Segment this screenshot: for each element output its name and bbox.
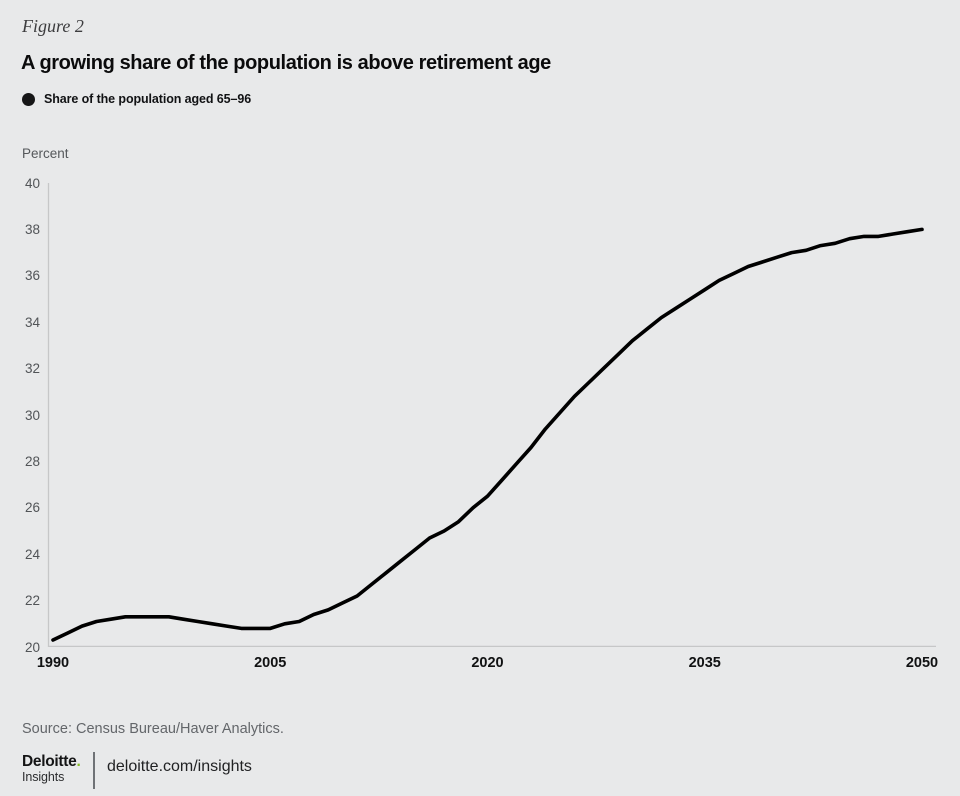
population-share-line [51,227,924,642]
x-tick-label: 2005 [254,655,287,671]
y-tick-label: 36 [24,268,40,284]
y-tick-label: 30 [24,407,40,423]
chart-title: A growing share of the population is abo… [21,52,551,74]
source-note: Source: Census Bureau/Haver Analytics. [22,721,284,737]
deloitte-insights-label: Insights [22,769,65,784]
legend-label: Share of the population aged 65–96 [44,92,252,106]
y-tick-label: 34 [24,314,40,330]
deloitte-wordmark: Deloitte. [22,753,81,770]
footer-url: deloitte.com/insights [106,757,252,775]
legend: Share of the population aged 65–96 [22,92,251,106]
y-tick-label: 38 [24,221,40,237]
x-tick-label: 2035 [688,655,721,671]
legend-dot-icon [22,92,35,106]
footer-divider [93,752,95,789]
y-tick-label: 22 [24,593,40,609]
y-tick-label: 32 [24,361,40,377]
deloitte-logo: Deloitte. Insights [22,753,81,784]
x-tick-label: 2020 [471,655,504,671]
deloitte-green-dot-icon: . [76,753,81,770]
figure-label: Figure 2 [22,16,84,36]
y-tick-label: 40 [24,175,40,191]
y-tick-label: 20 [24,639,40,655]
x-tick-label: 1990 [36,655,70,671]
y-axis-title: Percent [22,146,69,161]
y-tick-label: 26 [24,500,40,516]
x-tick-label: 2050 [905,655,939,671]
y-tick-label: 28 [24,453,40,469]
deloitte-name: Deloitte [22,753,77,770]
y-tick-label: 24 [24,546,40,562]
line-chart [47,183,936,648]
footer-brand: Deloitte. Insights deloitte.com/insights [22,752,252,789]
